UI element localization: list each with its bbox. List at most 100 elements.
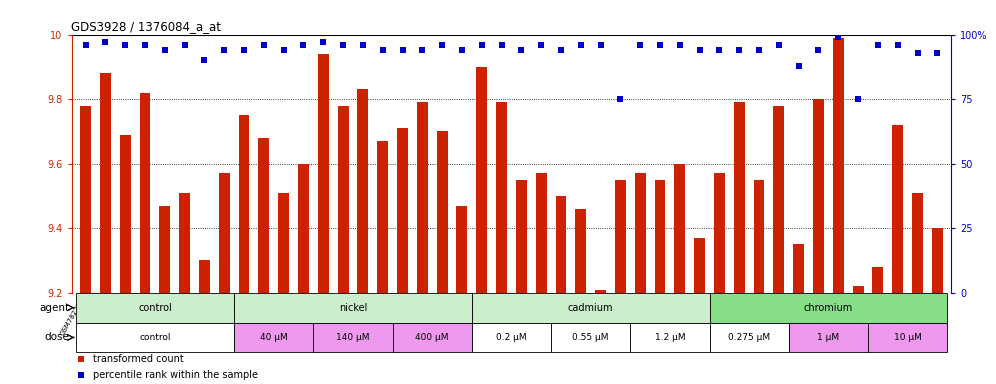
Point: [909, 50, 925, 56]
Point: [711, 47, 727, 53]
Bar: [774, 106, 784, 293]
Bar: [76, 323, 234, 353]
Bar: [912, 193, 923, 293]
Bar: [674, 164, 685, 293]
Bar: [234, 323, 314, 353]
Point: [929, 50, 945, 56]
Bar: [80, 106, 91, 293]
Bar: [239, 115, 249, 293]
Point: [256, 42, 272, 48]
Point: [98, 39, 114, 45]
Text: control: control: [139, 333, 170, 342]
Bar: [596, 290, 606, 293]
Bar: [76, 293, 234, 323]
Text: 1 μM: 1 μM: [818, 333, 840, 342]
Text: GDS3928 / 1376084_a_at: GDS3928 / 1376084_a_at: [71, 20, 221, 33]
Bar: [892, 125, 903, 293]
Text: 0.275 μM: 0.275 μM: [728, 333, 770, 342]
Bar: [199, 260, 210, 293]
Text: agent: agent: [40, 303, 70, 313]
Bar: [100, 73, 111, 293]
Bar: [789, 323, 868, 353]
Point: [118, 42, 133, 48]
Bar: [496, 103, 507, 293]
Point: [236, 47, 252, 53]
Point: [672, 42, 688, 48]
Bar: [714, 173, 725, 293]
Bar: [120, 135, 130, 293]
Point: [176, 42, 192, 48]
Point: [216, 47, 232, 53]
Point: [474, 42, 490, 48]
Bar: [338, 106, 349, 293]
Bar: [436, 131, 447, 293]
Point: [553, 47, 569, 53]
Text: 400 μM: 400 μM: [415, 333, 449, 342]
Text: 10 μM: 10 μM: [893, 333, 921, 342]
Point: [513, 47, 529, 53]
Bar: [516, 180, 527, 293]
Bar: [556, 196, 567, 293]
Point: [593, 42, 609, 48]
Text: chromium: chromium: [804, 303, 853, 313]
Bar: [278, 193, 289, 293]
Point: [632, 42, 648, 48]
Bar: [377, 141, 388, 293]
Bar: [634, 173, 645, 293]
Point: [831, 34, 847, 40]
Point: [414, 47, 430, 53]
Bar: [709, 293, 947, 323]
Point: [851, 96, 867, 102]
Bar: [314, 323, 392, 353]
Bar: [298, 164, 309, 293]
Bar: [397, 128, 408, 293]
Text: transformed count: transformed count: [93, 354, 183, 364]
Bar: [630, 323, 709, 353]
Point: [196, 57, 212, 63]
Bar: [654, 180, 665, 293]
Point: [316, 39, 332, 45]
Point: [374, 47, 390, 53]
Bar: [709, 323, 789, 353]
Point: [731, 47, 747, 53]
Bar: [793, 244, 804, 293]
Bar: [456, 205, 467, 293]
Bar: [615, 180, 625, 293]
Bar: [179, 193, 190, 293]
Text: 140 μM: 140 μM: [337, 333, 370, 342]
Bar: [139, 93, 150, 293]
Point: [355, 42, 371, 48]
Point: [771, 42, 787, 48]
Text: 0.2 μM: 0.2 μM: [496, 333, 527, 342]
Text: control: control: [138, 303, 171, 313]
Bar: [358, 89, 369, 293]
Text: cadmium: cadmium: [568, 303, 614, 313]
Bar: [472, 323, 551, 353]
Point: [573, 42, 589, 48]
Point: [811, 47, 827, 53]
Point: [454, 47, 470, 53]
Bar: [813, 99, 824, 293]
Point: [434, 42, 450, 48]
Bar: [551, 323, 630, 353]
Bar: [868, 323, 947, 353]
Bar: [318, 54, 329, 293]
Text: dose: dose: [45, 333, 70, 343]
Text: 40 μM: 40 μM: [260, 333, 288, 342]
Bar: [754, 180, 765, 293]
Bar: [853, 286, 864, 293]
Bar: [392, 323, 472, 353]
Point: [156, 47, 172, 53]
Point: [613, 96, 628, 102]
Point: [652, 42, 668, 48]
Bar: [694, 238, 705, 293]
Point: [296, 42, 312, 48]
Bar: [476, 67, 487, 293]
Text: percentile rank within the sample: percentile rank within the sample: [93, 369, 258, 380]
Bar: [258, 138, 269, 293]
Bar: [234, 293, 472, 323]
Bar: [472, 293, 709, 323]
Bar: [417, 103, 427, 293]
Point: [137, 42, 153, 48]
Bar: [833, 38, 844, 293]
